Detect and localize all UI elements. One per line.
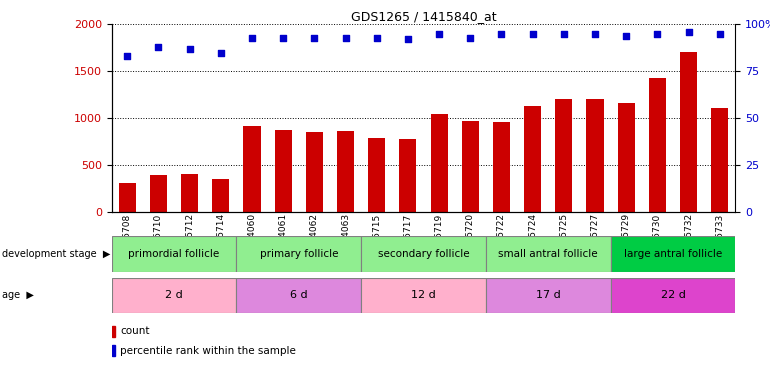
- Point: [651, 31, 664, 37]
- Bar: [112, 326, 116, 337]
- Text: 22 d: 22 d: [661, 290, 685, 300]
- Point: [152, 44, 165, 50]
- Bar: [649, 78, 666, 212]
- Bar: [680, 52, 697, 212]
- Text: secondary follicle: secondary follicle: [378, 249, 469, 259]
- Bar: [236, 278, 361, 313]
- Bar: [400, 139, 417, 212]
- Bar: [524, 106, 541, 212]
- Bar: [306, 132, 323, 212]
- Title: GDS1265 / 1415840_at: GDS1265 / 1415840_at: [350, 10, 497, 23]
- Text: development stage  ▶: development stage ▶: [2, 249, 110, 259]
- Point: [402, 36, 414, 42]
- Point: [495, 31, 507, 37]
- Bar: [486, 278, 611, 313]
- Bar: [112, 278, 236, 313]
- Point: [340, 34, 352, 40]
- Bar: [587, 99, 604, 212]
- Point: [620, 33, 632, 39]
- Point: [714, 31, 726, 37]
- Bar: [711, 108, 728, 212]
- Text: primary follicle: primary follicle: [259, 249, 338, 259]
- Text: primordial follicle: primordial follicle: [129, 249, 219, 259]
- Point: [215, 50, 227, 55]
- Bar: [361, 278, 486, 313]
- Bar: [337, 131, 354, 212]
- Point: [464, 34, 477, 40]
- Text: count: count: [120, 326, 149, 336]
- Point: [183, 46, 196, 52]
- Text: small antral follicle: small antral follicle: [498, 249, 598, 259]
- Bar: [119, 183, 136, 212]
- Bar: [150, 176, 167, 212]
- Text: percentile rank within the sample: percentile rank within the sample: [120, 346, 296, 355]
- Bar: [486, 236, 611, 272]
- Point: [246, 34, 258, 40]
- Text: 2 d: 2 d: [165, 290, 183, 300]
- Bar: [493, 122, 510, 212]
- Point: [557, 31, 570, 37]
- Bar: [368, 138, 385, 212]
- Bar: [611, 278, 735, 313]
- Bar: [112, 345, 116, 356]
- Point: [682, 29, 695, 35]
- Bar: [611, 236, 735, 272]
- Text: 6 d: 6 d: [290, 290, 307, 300]
- Text: age  ▶: age ▶: [2, 290, 33, 300]
- Text: 12 d: 12 d: [411, 290, 436, 300]
- Point: [277, 34, 290, 40]
- Bar: [462, 121, 479, 212]
- Point: [589, 31, 601, 37]
- Bar: [243, 126, 260, 212]
- Text: large antral follicle: large antral follicle: [624, 249, 722, 259]
- Bar: [112, 236, 236, 272]
- Text: 17 d: 17 d: [536, 290, 561, 300]
- Bar: [275, 130, 292, 212]
- Point: [433, 31, 445, 37]
- Bar: [555, 99, 572, 212]
- Bar: [181, 174, 198, 212]
- Point: [370, 34, 383, 40]
- Bar: [361, 236, 486, 272]
- Bar: [430, 114, 447, 212]
- Point: [121, 53, 133, 59]
- Bar: [213, 179, 229, 212]
- Point: [308, 34, 320, 40]
- Bar: [618, 103, 634, 212]
- Point: [527, 31, 539, 37]
- Bar: [236, 236, 361, 272]
